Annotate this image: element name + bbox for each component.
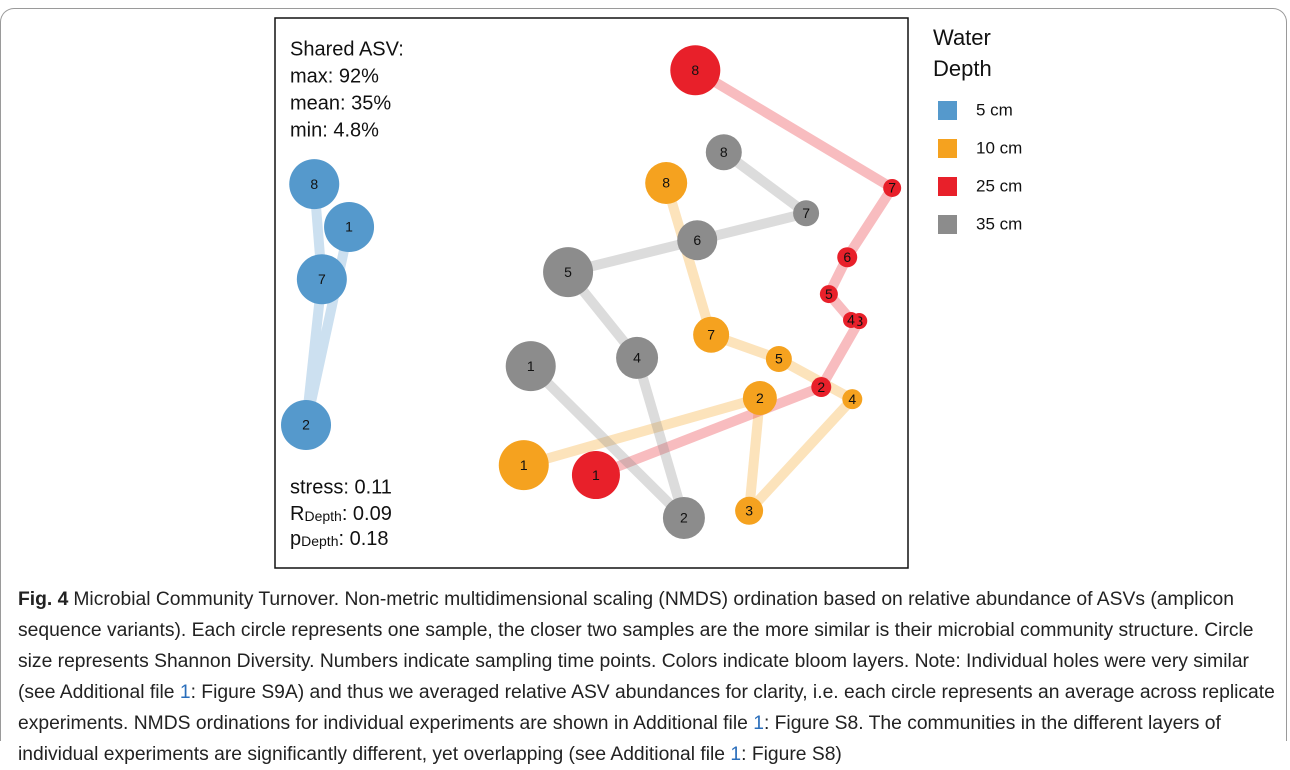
point-label: 7 <box>318 271 326 287</box>
point-label: 7 <box>888 180 896 196</box>
sample-point <box>324 202 375 252</box>
legend-label: 35 cm <box>976 214 1022 233</box>
sample-point <box>289 159 340 210</box>
subscript: Depth <box>304 508 341 524</box>
point-label: 1 <box>345 219 353 235</box>
sample-point <box>837 247 858 268</box>
legend-swatch <box>938 101 957 120</box>
point-label: 3 <box>745 503 753 519</box>
page: Shared ASV: max: 92% mean: 35% min: 4.8%… <box>0 8 1287 765</box>
legend-swatch <box>938 177 957 196</box>
caption-text: : Figure S9A) and thus we averaged relat… <box>18 682 1275 734</box>
sample-point <box>842 389 863 410</box>
figure-caption: Fig. 4 Microbial Community Turnover. Non-… <box>18 584 1280 770</box>
connector-lines <box>301 65 898 523</box>
sample-point <box>793 200 820 227</box>
point-label: 5 <box>564 264 572 280</box>
point-label: 2 <box>756 390 764 406</box>
point-label: 8 <box>720 144 728 160</box>
sample-point <box>662 496 705 539</box>
point-label: 8 <box>310 176 318 192</box>
point-label: 4 <box>848 391 856 407</box>
point-label: 4 <box>847 312 855 328</box>
annotation: max: 92% <box>290 65 379 87</box>
annotation: Shared ASV: <box>290 38 404 60</box>
sample-point <box>811 377 832 398</box>
point-label: 7 <box>802 205 810 221</box>
caption-link[interactable]: 1 <box>179 682 191 703</box>
sample-point <box>296 254 347 305</box>
sample-point <box>670 45 721 96</box>
annotation-value: : 0.18 <box>338 528 388 550</box>
point-label: 1 <box>592 467 600 483</box>
sample-point <box>843 311 860 328</box>
sample-point <box>498 440 549 491</box>
legend-label: 25 cm <box>976 176 1022 195</box>
plot-frame <box>274 17 909 569</box>
trajectory-line <box>594 65 898 480</box>
point-label: 6 <box>693 232 701 248</box>
annotation-value: : 0.09 <box>342 503 392 525</box>
chart: Shared ASV: max: 92% mean: 35% min: 4.8%… <box>274 17 1022 569</box>
sample-point <box>735 496 764 525</box>
sample-point <box>693 316 730 353</box>
point-label: 8 <box>691 62 699 78</box>
sample-point <box>616 336 659 379</box>
caption-text: Microbial Community Turnover. Non-metric… <box>18 589 1254 703</box>
annotation: mean: 35% <box>290 92 391 114</box>
caption-text: : Figure S8) <box>741 744 842 765</box>
annotation: RDepth: 0.09 <box>290 503 392 525</box>
sample-point <box>819 285 838 304</box>
point-label: 1 <box>520 457 528 473</box>
point-label: 7 <box>707 327 715 343</box>
sample-point <box>677 220 718 261</box>
point-label: 6 <box>843 249 851 265</box>
caption-link[interactable]: 1 <box>730 744 742 765</box>
symbol: R <box>290 503 304 525</box>
annotation: stress: 0.11 <box>290 476 392 498</box>
sample-point <box>505 341 556 392</box>
trajectory-line <box>301 183 354 430</box>
legend-title: Water Depth <box>933 25 992 81</box>
sample-point <box>705 134 742 171</box>
caption-link[interactable]: 1 <box>753 713 764 734</box>
point-label: 3 <box>855 313 863 329</box>
legend-swatch <box>938 139 957 158</box>
sample-point <box>543 247 594 298</box>
figure-frame <box>0 8 1287 741</box>
point-label: 4 <box>633 350 641 366</box>
sample-point <box>281 400 332 450</box>
symbol: p <box>290 528 301 550</box>
point-label: 5 <box>775 351 783 367</box>
sample-point <box>571 451 620 500</box>
point-label: 8 <box>662 175 670 191</box>
annotation: pDepth: 0.18 <box>290 528 389 550</box>
sample-point <box>645 162 688 204</box>
legend-label: 10 cm <box>976 138 1022 157</box>
caption-label: Fig. 4 <box>18 589 69 610</box>
sample-point <box>883 178 902 197</box>
point-label: 5 <box>825 286 833 302</box>
sample-point <box>765 346 792 372</box>
point-label: 2 <box>817 379 825 395</box>
point-label: 2 <box>680 510 688 526</box>
point-label: 2 <box>302 417 310 433</box>
annotation: min: 4.8% <box>290 119 379 141</box>
legend-label: 5 cm <box>976 100 1013 119</box>
subscript: Depth <box>301 533 338 549</box>
sample-point <box>742 381 777 416</box>
legend-swatch <box>938 215 957 234</box>
point-label: 1 <box>527 358 535 374</box>
